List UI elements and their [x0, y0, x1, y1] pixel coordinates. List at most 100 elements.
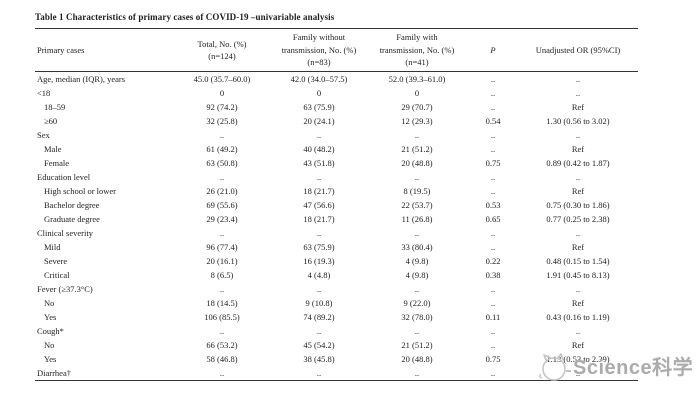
cell-total: 106 (85.5): [204, 312, 240, 322]
cell-family-with: ..: [414, 284, 420, 294]
table-row: Sex .. .. .. .. ..: [35, 128, 638, 142]
table-body: Age, median (IQR), years 45.0 (35.7–60.0…: [35, 72, 638, 381]
table-row: Mild 96 (77.4) 63 (75.9) 33 (80.4) .. Re…: [35, 240, 638, 254]
cell-family-without: 18 (21.7): [303, 214, 335, 224]
cell-family-without: 18 (21.7): [303, 186, 335, 196]
cell-family-with: 21 (51.2): [401, 340, 433, 350]
cell-total: 45.0 (35.7–60.0): [193, 74, 251, 84]
cell-total: 69 (55.6): [206, 200, 238, 210]
row-label: Clinical severity: [37, 228, 93, 238]
cell-family-without: ..: [272, 366, 366, 381]
table-row: Education level .. .. .. .. ..: [35, 170, 638, 184]
table-row: <18 0 0 0 .. ..: [35, 86, 638, 100]
cell-unadjusted-or: Ref: [571, 186, 585, 196]
cell-family-without: 43 (51.8): [303, 158, 335, 168]
cell-family-without: 42.0 (34.0–57.5): [290, 74, 348, 84]
cell-family-with: 32 (78.0): [401, 312, 433, 322]
cell-total: 26 (21.0): [206, 186, 238, 196]
cell-p-value: ..: [490, 88, 496, 98]
cell-p-value: ..: [490, 298, 496, 308]
table-row: No 66 (53.2) 45 (54.2) 21 (51.2) .. Ref: [35, 338, 638, 352]
cell-p-value: 0.75: [485, 354, 501, 364]
cell-family-without: 4 (4.8): [307, 270, 331, 280]
cell-family-without: 74 (89.2): [303, 312, 335, 322]
cell-family-without: ..: [316, 228, 322, 238]
cell-family-without: ..: [316, 172, 322, 182]
cell-family-with: 4 (9.8): [405, 270, 429, 280]
cell-family-with: 11 (26.8): [401, 214, 433, 224]
row-label: Bachelor degree: [44, 200, 100, 210]
cell-p-value: ..: [490, 228, 496, 238]
cell-family-without: ..: [316, 326, 322, 336]
cell-p-value: ..: [490, 74, 496, 84]
cell-family-with: 29 (70.7): [401, 102, 433, 112]
cell-unadjusted-or: 1.30 (0.56 to 3.02): [546, 116, 610, 126]
cell-total: ..: [219, 172, 225, 182]
row-label: Diarrhea†: [35, 366, 172, 381]
cell-p-value: ..: [490, 340, 496, 350]
row-label: Yes: [44, 312, 57, 322]
cell-total: 0: [219, 88, 225, 98]
row-label: No: [44, 340, 55, 350]
cell-p-value: 0.75: [485, 158, 501, 168]
cell-family-with: 9 (22.0): [403, 298, 431, 308]
cell-p-value: ..: [490, 284, 496, 294]
cell-total: 66 (53.2): [206, 340, 238, 350]
cell-unadjusted-or: 0.89 (0.42 to 1.87): [546, 158, 610, 168]
cell-total: 63 (50.8): [206, 158, 238, 168]
cell-total: 96 (77.4): [206, 242, 238, 252]
cell-family-without: 0: [316, 88, 322, 98]
cell-p-value: ..: [490, 172, 496, 182]
cell-total: 32 (25.8): [206, 116, 238, 126]
cell-unadjusted-or: 0.48 (0.15 to 1.54): [546, 256, 610, 266]
characteristics-table: Primary cases Total, No. (%) (n=124) Fam…: [35, 28, 638, 381]
table-row: Diarrhea† .. .. .. .. ..: [35, 366, 638, 381]
cell-family-with: ..: [414, 228, 420, 238]
cell-total: 8 (6.5): [210, 270, 234, 280]
cell-total: 58 (46.8): [206, 354, 238, 364]
column-header-family-without: Family without transmission, No. (%) (n=…: [272, 28, 366, 72]
cell-p-value: 0.11: [485, 312, 501, 322]
cell-family-with: 4 (9.8): [405, 256, 429, 266]
row-label: Severe: [44, 256, 68, 266]
row-label: Yes: [44, 354, 57, 364]
cell-total: 92 (74.2): [206, 102, 238, 112]
cell-unadjusted-or: ..: [575, 326, 581, 336]
cell-total: ..: [219, 130, 225, 140]
cell-unadjusted-or: ..: [518, 366, 638, 381]
cell-family-without: 47 (56.6): [303, 200, 335, 210]
cell-family-with: ..: [414, 326, 420, 336]
cell-p-value: 0.53: [485, 200, 501, 210]
cell-unadjusted-or: Ref: [571, 242, 585, 252]
table-row: High school or lower 26 (21.0) 18 (21.7)…: [35, 184, 638, 198]
cell-family-without: ..: [316, 130, 322, 140]
table-row: Severe 20 (16.1) 16 (19.3) 4 (9.8) 0.22 …: [35, 254, 638, 268]
cell-family-without: 9 (10.8): [305, 298, 333, 308]
cell-total: ..: [219, 284, 225, 294]
cell-total: 20 (16.1): [206, 256, 238, 266]
cell-family-without: 38 (45.8): [303, 354, 335, 364]
cell-family-without: 16 (19.3): [303, 256, 335, 266]
cell-total: 29 (23.4): [206, 214, 238, 224]
row-label: Cough*: [37, 326, 64, 336]
cell-family-with: 33 (80.4): [401, 242, 433, 252]
cell-unadjusted-or: Ref: [571, 102, 585, 112]
column-header-total: Total, No. (%) (n=124): [172, 28, 272, 72]
cell-family-without: 20 (24.1): [303, 116, 335, 126]
row-label: Age, median (IQR), years: [37, 74, 126, 84]
row-label: No: [44, 298, 55, 308]
cell-total: 18 (14.5): [206, 298, 238, 308]
header-row: Primary cases Total, No. (%) (n=124) Fam…: [35, 28, 638, 72]
table-row: Yes 106 (85.5) 74 (89.2) 32 (78.0) 0.11 …: [35, 310, 638, 324]
cell-unadjusted-or: 0.43 (0.16 to 1.19): [546, 312, 610, 322]
cell-family-with: ..: [414, 172, 420, 182]
table-header: Primary cases Total, No. (%) (n=124) Fam…: [35, 28, 638, 72]
column-header-primary-cases: Primary cases: [35, 28, 172, 72]
cell-unadjusted-or: 0.77 (0.25 to 2.38): [546, 214, 610, 224]
cell-total: ..: [219, 326, 225, 336]
cell-p-value: ..: [490, 130, 496, 140]
cell-unadjusted-or: Ref: [571, 144, 585, 154]
cell-family-with: ..: [366, 366, 468, 381]
table-row: Bachelor degree 69 (55.6) 47 (56.6) 22 (…: [35, 198, 638, 212]
